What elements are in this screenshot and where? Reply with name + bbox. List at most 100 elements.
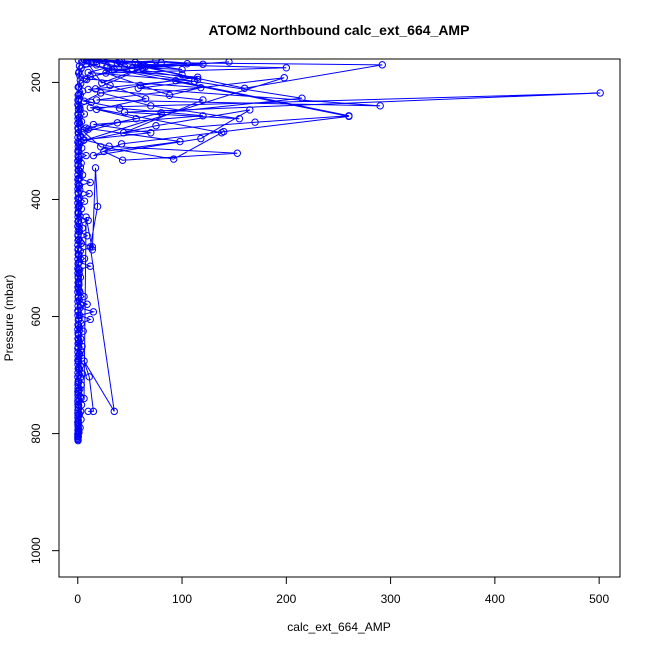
series-0-point bbox=[251, 118, 259, 126]
series-0-point bbox=[376, 102, 384, 110]
series-0-point bbox=[89, 120, 98, 129]
series-1-point bbox=[74, 244, 82, 253]
series-0-point bbox=[233, 149, 242, 157]
series-0-point bbox=[280, 74, 288, 82]
series-0-point bbox=[102, 69, 110, 77]
series-0-point bbox=[91, 85, 100, 93]
series-0-point bbox=[120, 63, 129, 71]
series-1-point bbox=[74, 209, 82, 218]
series-0-point bbox=[176, 137, 184, 146]
series-0-point bbox=[76, 121, 84, 129]
series-0-point bbox=[113, 119, 122, 127]
series-2-point bbox=[88, 246, 97, 254]
series-1-point bbox=[74, 329, 82, 337]
series-2-point bbox=[84, 407, 92, 416]
y-tick-label: 400 bbox=[29, 189, 43, 209]
series-2-point bbox=[85, 373, 93, 381]
series-1-point bbox=[74, 59, 83, 64]
series-0-point bbox=[86, 103, 94, 112]
x-axis: 0 100 200 300 400 500 bbox=[74, 576, 609, 606]
series-1-point bbox=[75, 139, 83, 147]
series-0-point bbox=[89, 308, 98, 316]
series-0-point bbox=[199, 96, 207, 104]
series-0-point bbox=[132, 115, 140, 123]
series-0-point bbox=[197, 83, 205, 92]
x-tick-label: 100 bbox=[172, 592, 192, 606]
series-1-point bbox=[74, 357, 83, 365]
series-0-point bbox=[106, 81, 114, 90]
series-0-point bbox=[81, 75, 89, 83]
series-0-point bbox=[84, 85, 92, 94]
series-0-point bbox=[197, 134, 205, 143]
x-tick-label: 200 bbox=[276, 592, 296, 606]
series-0-point bbox=[147, 102, 155, 110]
series-0-point bbox=[134, 84, 142, 92]
series-1-point bbox=[76, 132, 85, 140]
series-1-point bbox=[74, 216, 83, 225]
series-0-point bbox=[152, 122, 160, 130]
series-1-point bbox=[75, 280, 83, 288]
series-2-point bbox=[89, 407, 98, 416]
series-0-point bbox=[82, 59, 90, 65]
series-0-point bbox=[282, 64, 291, 72]
series-0-point bbox=[85, 189, 93, 198]
y-axis-label: Pressure (mbar) bbox=[2, 275, 16, 362]
series-1-point bbox=[75, 118, 83, 126]
series-0-point bbox=[89, 151, 98, 160]
x-tick-label: 300 bbox=[381, 592, 401, 606]
series-1-point bbox=[76, 350, 84, 358]
series-1-point bbox=[76, 167, 84, 176]
series-0-point bbox=[83, 232, 91, 240]
series-1-point bbox=[74, 160, 82, 169]
series-1-point bbox=[75, 336, 83, 344]
series-0-point bbox=[378, 61, 386, 69]
series-1-point bbox=[75, 251, 83, 260]
series-0-point bbox=[118, 156, 127, 164]
series-1-point bbox=[75, 266, 84, 274]
series-0-point bbox=[80, 59, 88, 64]
series-1-point bbox=[75, 371, 83, 379]
series-1-point bbox=[74, 146, 82, 155]
series-1-point bbox=[74, 188, 82, 197]
series-0-point bbox=[86, 178, 94, 187]
series-0-point bbox=[80, 254, 89, 263]
y-tick-label: 200 bbox=[29, 72, 43, 92]
series-1-point bbox=[74, 174, 83, 183]
series-0-point bbox=[147, 129, 155, 137]
series-1-point bbox=[75, 90, 83, 98]
series-0-point bbox=[76, 186, 84, 194]
series-1-point bbox=[76, 301, 85, 309]
series-0-point bbox=[117, 140, 126, 148]
series-1-point bbox=[76, 104, 84, 112]
series-0-point bbox=[183, 59, 191, 68]
series-0-point bbox=[80, 292, 88, 301]
series-1-point bbox=[75, 181, 84, 190]
series-1-point bbox=[74, 436, 82, 445]
series-0-point bbox=[298, 94, 306, 102]
series-1-point bbox=[75, 364, 83, 372]
series-1-point bbox=[76, 76, 84, 84]
series-1-point bbox=[74, 111, 82, 119]
series-0-point bbox=[172, 76, 180, 85]
series-0-point bbox=[152, 59, 160, 65]
series-1-point bbox=[74, 69, 83, 77]
series-0-point bbox=[170, 155, 178, 163]
series-0-point bbox=[246, 106, 254, 114]
series-0-point bbox=[75, 194, 84, 202]
series-1-point bbox=[74, 294, 83, 302]
x-axis-label: calc_ext_664_AMP bbox=[287, 620, 390, 634]
series-1-point bbox=[74, 378, 82, 387]
series-1-point bbox=[74, 125, 83, 133]
y-tick-label: 800 bbox=[29, 423, 43, 443]
series-0-point bbox=[138, 61, 147, 70]
series-1-point bbox=[75, 153, 83, 162]
series-0-point bbox=[225, 59, 233, 66]
series-0-point bbox=[105, 142, 113, 150]
series-1-point bbox=[74, 308, 82, 316]
series-1-point bbox=[74, 386, 83, 394]
series-0-point bbox=[193, 75, 202, 84]
series-0-point bbox=[100, 59, 108, 64]
series-0-point bbox=[76, 311, 84, 320]
series-0-point bbox=[92, 59, 101, 66]
